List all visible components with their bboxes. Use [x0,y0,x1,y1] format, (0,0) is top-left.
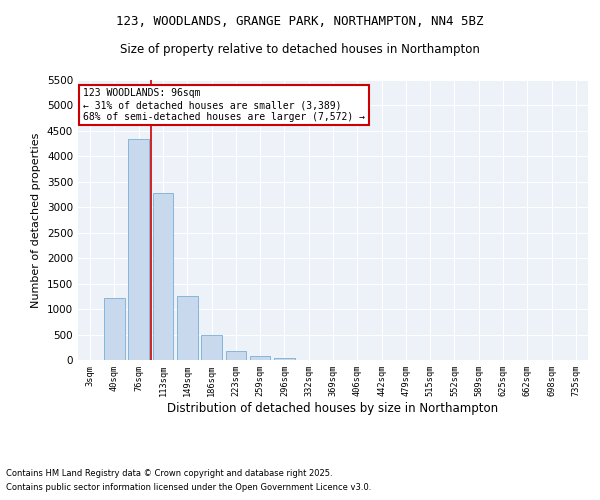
Text: Contains public sector information licensed under the Open Government Licence v3: Contains public sector information licen… [6,484,371,492]
Bar [152,193,173,360]
X-axis label: Distribution of detached houses by size in Northampton: Distribution of detached houses by size … [167,402,499,415]
Text: 123, WOODLANDS, GRANGE PARK, NORTHAMPTON, NN4 5BZ: 123, WOODLANDS, GRANGE PARK, NORTHAMPTON… [116,15,484,28]
Text: Size of property relative to detached houses in Northampton: Size of property relative to detached ho… [120,42,480,56]
Bar [177,296,197,360]
Bar [274,358,295,360]
Text: Contains HM Land Registry data © Crown copyright and database right 2025.: Contains HM Land Registry data © Crown c… [6,468,332,477]
Bar [201,335,222,360]
Bar [104,298,125,360]
Text: 123 WOODLANDS: 96sqm
← 31% of detached houses are smaller (3,389)
68% of semi-de: 123 WOODLANDS: 96sqm ← 31% of detached h… [83,88,365,122]
Bar [226,351,246,360]
Bar [250,356,271,360]
Y-axis label: Number of detached properties: Number of detached properties [31,132,41,308]
Bar [128,138,149,360]
